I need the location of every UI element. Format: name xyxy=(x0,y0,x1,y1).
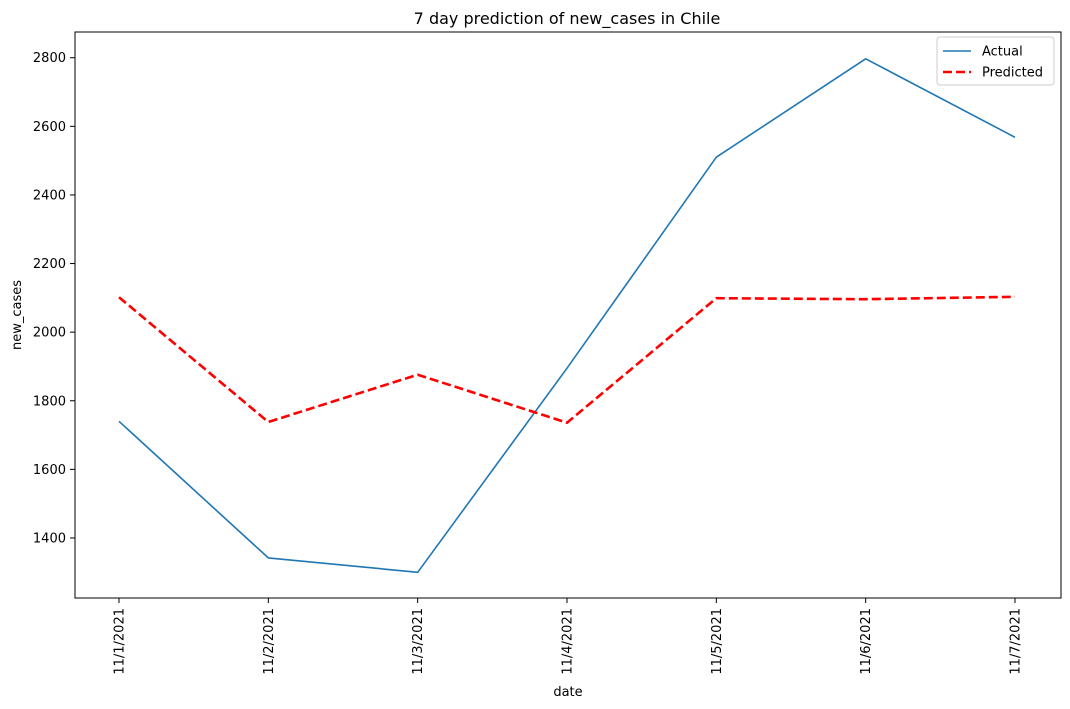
legend-box xyxy=(936,36,1055,86)
series-line-actual xyxy=(118,57,1016,574)
series-line-predicted xyxy=(118,295,1016,425)
y-tick-label: 2800 xyxy=(33,51,66,66)
y-axis-title: new_cases xyxy=(10,280,25,350)
y-tick-label: 2000 xyxy=(33,326,66,341)
legend-label-predicted: Predicted xyxy=(982,66,1043,81)
x-tick-label: 11/4/2021 xyxy=(561,608,576,675)
y-tick-label: 2600 xyxy=(33,120,66,135)
x-tick-label: 11/6/2021 xyxy=(859,608,874,675)
y-tick-label: 1400 xyxy=(33,531,66,546)
x-tick-label: 11/3/2021 xyxy=(411,608,426,675)
x-tick-label: 11/7/2021 xyxy=(1009,608,1024,675)
y-tick-label: 2200 xyxy=(33,257,66,272)
x-tick-label: 11/5/2021 xyxy=(710,608,725,675)
x-axis: 11/1/2021 11/2/2021 11/3/2021 11/4/2021 11/5… xyxy=(113,598,1024,675)
x-axis-title: date xyxy=(553,685,582,700)
legend: Actual Predicted xyxy=(936,36,1055,86)
chart-title: 7 day prediction of new_cases in Chile xyxy=(414,9,721,29)
x-tick-label: 11/1/2021 xyxy=(113,608,128,675)
y-axis: 1400 1600 1800 2000 2200 2400 2600 2800 xyxy=(33,51,75,546)
plot-marks xyxy=(118,57,1016,574)
legend-label-actual: Actual xyxy=(982,45,1023,60)
y-tick-label: 2400 xyxy=(33,188,66,203)
y-tick-label: 1800 xyxy=(33,394,66,409)
x-tick-label: 11/2/2021 xyxy=(262,608,277,675)
plot-frame xyxy=(74,31,1062,599)
y-tick-label: 1600 xyxy=(33,463,66,478)
